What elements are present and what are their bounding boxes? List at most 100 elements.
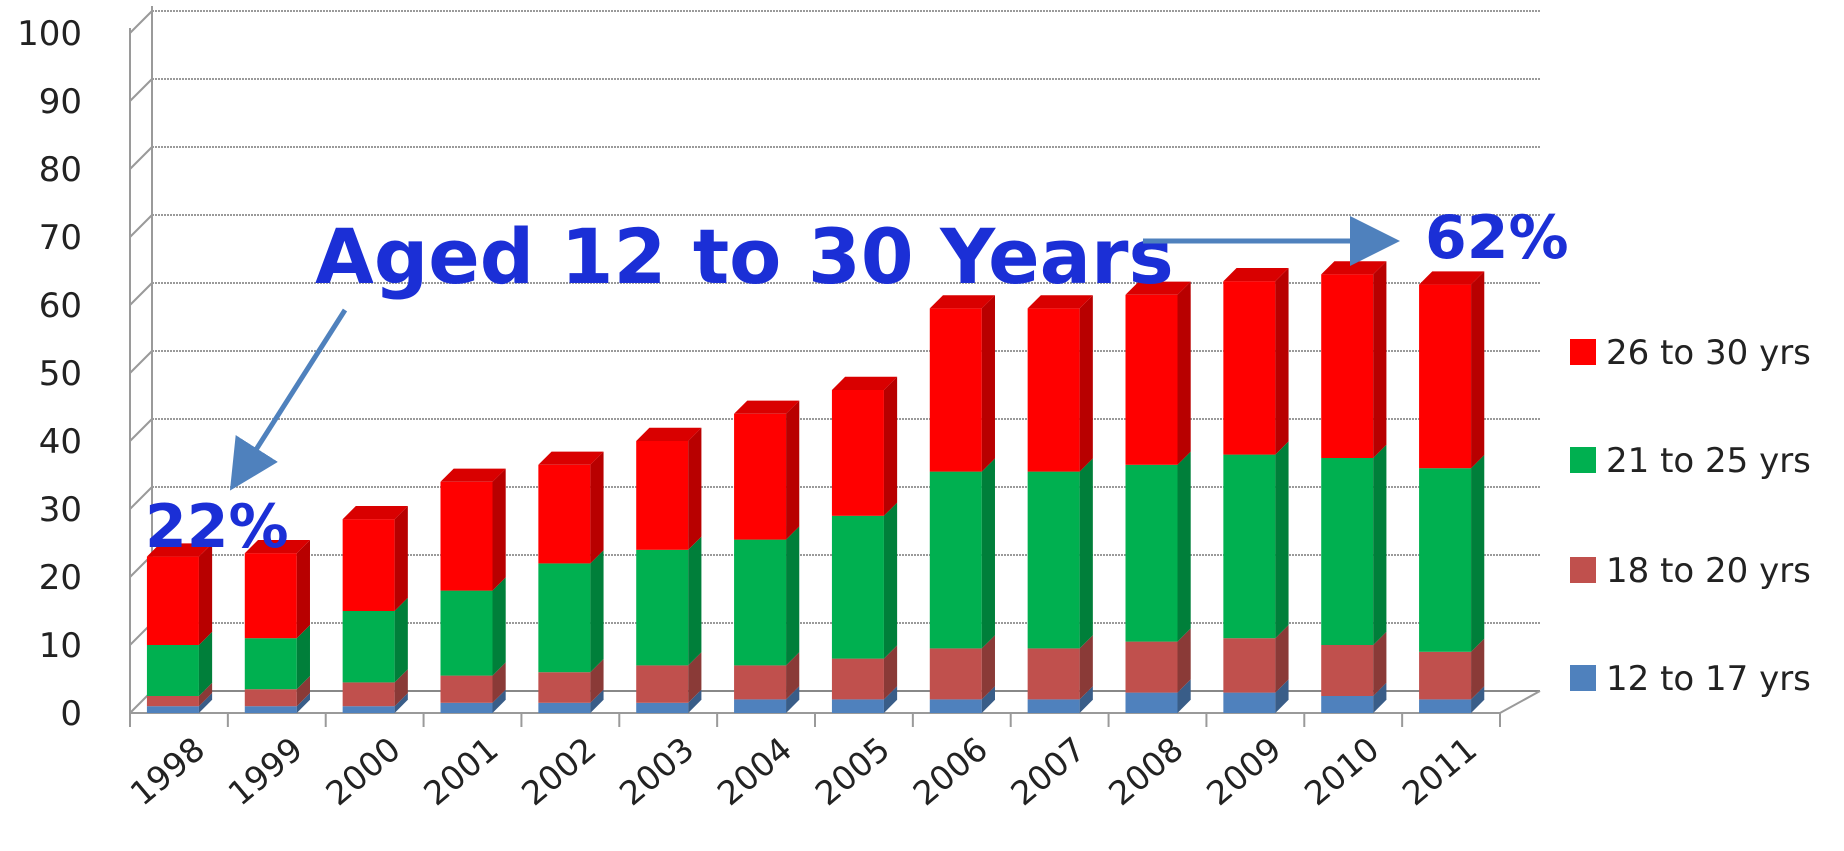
- bar-segment-side: [981, 635, 995, 700]
- bar-top-cap: [1223, 268, 1289, 282]
- bar-top-cap: [440, 468, 506, 482]
- legend-swatch: [1570, 665, 1596, 691]
- bar-segment: [929, 635, 995, 700]
- bar-segment-side: [198, 631, 213, 696]
- bar-segment-side: [1471, 638, 1485, 700]
- bar-segment-side: [198, 693, 213, 713]
- bar-segment-front: [1321, 696, 1374, 713]
- bar-segment: [440, 662, 506, 703]
- bar-segment: [929, 458, 995, 649]
- bar-segment-side: [1471, 686, 1485, 713]
- bar-segment-front: [929, 471, 982, 649]
- bar-segment: [831, 502, 898, 659]
- bar-segment-side: [296, 676, 310, 707]
- bar-segment: [1125, 281, 1191, 465]
- y-tick-label: 0: [60, 694, 82, 734]
- x-tick-label: 2007: [1003, 729, 1092, 813]
- bar-segment-front: [1321, 274, 1374, 458]
- bar-segment-front: [636, 549, 689, 666]
- bar-top-cap: [1125, 281, 1191, 295]
- y-tick-label: 80: [39, 150, 82, 190]
- gridline-side: [129, 146, 153, 170]
- bar-segment-side: [1275, 679, 1289, 713]
- bar-segment-front: [440, 702, 493, 713]
- bar-segment: [146, 682, 213, 707]
- gridline-side: [129, 78, 153, 102]
- bar-segment: [1419, 686, 1485, 713]
- bar-segment: [244, 676, 310, 707]
- bar-segment: [1321, 444, 1387, 645]
- legend-label: 18 to 20 yrs: [1606, 551, 1811, 591]
- bar-top-cap: [1419, 271, 1485, 285]
- y-tick-label: 20: [39, 558, 82, 598]
- bar-segment-front: [440, 590, 493, 676]
- bar-segment: [342, 597, 408, 683]
- bar-segment-side: [1079, 635, 1093, 700]
- bar-segment-side: [688, 689, 702, 713]
- bar-segment: [146, 543, 213, 645]
- bar-segment: [440, 468, 506, 591]
- bar-segment-front: [1419, 699, 1472, 713]
- bar-top-cap: [1027, 295, 1093, 309]
- bar-top-cap: [636, 427, 702, 441]
- bar-segment: [342, 693, 408, 713]
- gridline-side: [129, 214, 153, 238]
- bar-segment-front: [1027, 471, 1080, 649]
- bar-segment-side: [1373, 444, 1387, 645]
- bar-segment-front: [734, 665, 787, 700]
- bar-segment: [146, 631, 213, 696]
- bar-segment: [734, 652, 800, 700]
- bar-segment-side: [981, 295, 995, 472]
- x-tick-label: 2001: [416, 729, 505, 813]
- y-tick-label: 30: [39, 490, 82, 530]
- annotation-start-percent: 22%: [145, 492, 289, 562]
- legend-swatch: [1570, 557, 1596, 583]
- bar-segment-front: [1223, 281, 1276, 455]
- bar-segment-side: [1471, 455, 1485, 652]
- bar-segment-front: [244, 553, 297, 639]
- bar-segment-side: [883, 502, 898, 659]
- bar-segment: [1321, 631, 1387, 696]
- bar-segment-front: [636, 702, 689, 713]
- bar-segment-side: [1275, 268, 1289, 455]
- legend-label: 26 to 30 yrs: [1606, 333, 1811, 373]
- bar-segment: [1027, 686, 1093, 713]
- bar-segment: [1027, 458, 1093, 649]
- bar-segment-front: [831, 699, 884, 713]
- bar-segment-side: [1373, 631, 1387, 696]
- annotation-arrow-left: [229, 308, 348, 491]
- bar-segment: [146, 693, 213, 713]
- x-axis-ticks: 1998 1999 2000 2001 2002 2003 2004 2005 2006 2007…: [123, 729, 1485, 813]
- bar-segment-side: [981, 686, 995, 713]
- legend-swatch: [1570, 447, 1596, 473]
- bar-segment-front: [146, 556, 199, 645]
- bar-segment-front: [146, 696, 199, 707]
- bar-segment-front: [636, 665, 689, 703]
- bar-segment: [734, 400, 800, 540]
- bar-segment-side: [981, 458, 995, 649]
- bar-segment: [1125, 451, 1191, 642]
- bar-segment-side: [394, 506, 408, 611]
- x-tick-label: 2009: [1199, 729, 1288, 813]
- x-tick-label: 2002: [514, 729, 603, 813]
- bar-segment-side: [1079, 686, 1093, 713]
- x-tick-label: 2006: [906, 729, 995, 813]
- bar-segment: [538, 659, 604, 703]
- bar-segment-front: [440, 675, 493, 703]
- bar-segment-side: [1079, 458, 1093, 649]
- bar-segment-front: [244, 638, 297, 690]
- bar-top-cap: [342, 506, 408, 520]
- bar-segment-front: [146, 645, 199, 696]
- bar-segment-front: [538, 563, 591, 673]
- bar-segment-front: [1321, 458, 1374, 645]
- bar-segment-side: [688, 652, 702, 703]
- bar-segment: [1223, 268, 1289, 455]
- y-tick-label: 70: [39, 218, 82, 258]
- bar-segment-side: [296, 693, 310, 713]
- bar-segment: [636, 427, 702, 550]
- annotation-title: Aged 12 to 30 Years: [315, 212, 1174, 301]
- y-tick-label: 10: [39, 626, 82, 666]
- bar-segment-side: [883, 376, 898, 516]
- bar-segment: [636, 689, 702, 713]
